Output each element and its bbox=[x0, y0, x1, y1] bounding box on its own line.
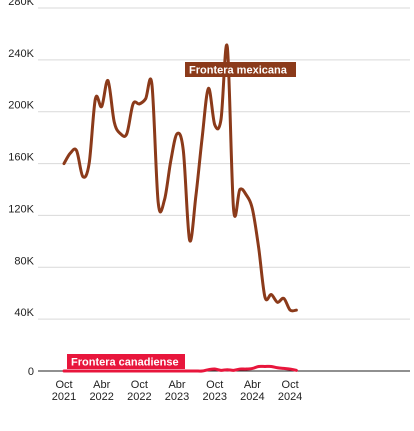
x-tick-label: Abr bbox=[93, 379, 110, 391]
x-axis: Oct2021Abr2022Oct2022Abr2023Oct2023Abr20… bbox=[52, 379, 303, 403]
y-tick-label: 120K bbox=[8, 203, 34, 215]
x-tick-label: 2021 bbox=[52, 391, 76, 403]
y-tick-label: 200K bbox=[8, 100, 34, 112]
x-tick-label: Abr bbox=[168, 379, 185, 391]
x-tick-label: Oct bbox=[282, 379, 299, 391]
y-axis: 0 40K 80K 120K 160K 200K 240K 280K bbox=[8, 0, 34, 378]
series-line-frontera-canadiense bbox=[62, 364, 298, 373]
y-tick-label: 240K bbox=[8, 48, 34, 60]
x-tick-label: 2022 bbox=[89, 391, 113, 403]
x-tick-label: 2024 bbox=[240, 391, 264, 403]
x-tick-label: 2023 bbox=[202, 391, 226, 403]
y-tick-label: 280K bbox=[8, 0, 34, 8]
series-label-frontera-canadiense: Frontera canadiense bbox=[71, 357, 179, 369]
series-label-frontera-mexicana-box bbox=[185, 62, 296, 77]
x-tick-label: Oct bbox=[55, 379, 72, 391]
series-labels: Frontera mexicana Frontera canadiense bbox=[67, 62, 296, 369]
y-tick-label: 80K bbox=[14, 255, 34, 267]
y-tick-label: 0 bbox=[28, 366, 34, 378]
series-label-frontera-canadiense-box bbox=[67, 354, 185, 369]
x-tick-label: 2022 bbox=[127, 391, 151, 403]
x-tick-label: 2024 bbox=[278, 391, 302, 403]
y-tick-label: 160K bbox=[8, 152, 34, 164]
series-lines bbox=[62, 43, 298, 373]
series-label-frontera-mexicana: Frontera mexicana bbox=[189, 65, 288, 77]
y-tick-label: 40K bbox=[14, 307, 34, 319]
x-tick-label: Oct bbox=[131, 379, 148, 391]
x-tick-label: Abr bbox=[244, 379, 261, 391]
series-line-frontera-mexicana bbox=[62, 43, 298, 313]
gridlines bbox=[38, 7, 410, 372]
x-tick-label: Oct bbox=[206, 379, 223, 391]
x-tick-label: 2023 bbox=[165, 391, 189, 403]
